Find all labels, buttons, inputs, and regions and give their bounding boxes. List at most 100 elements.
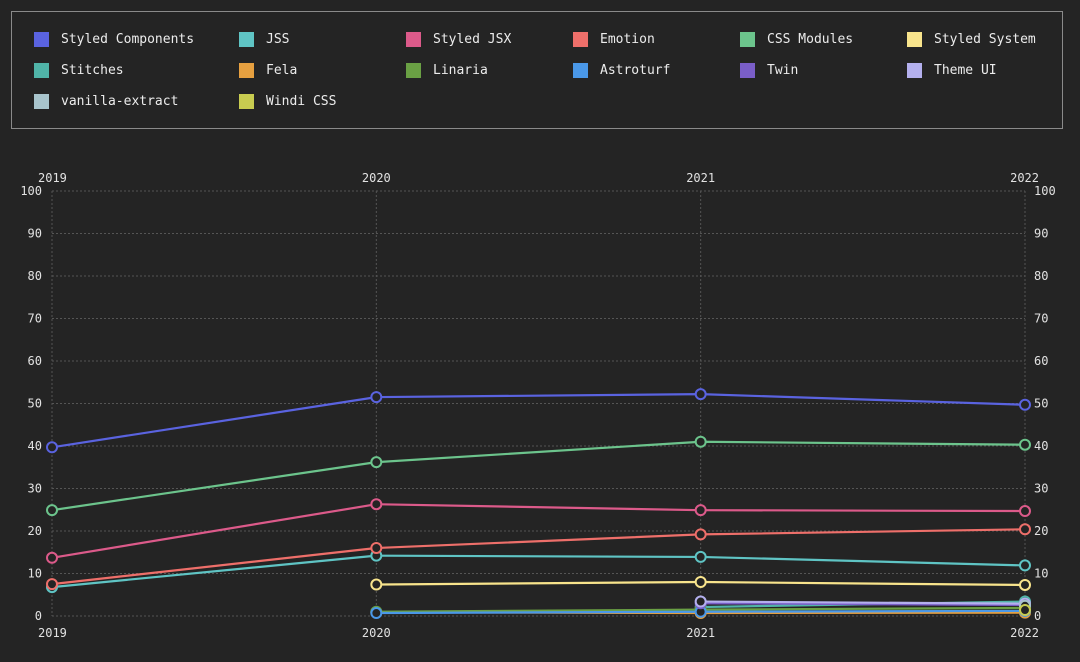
chart-legend: Styled Components JSS Styled JSX Emotion…	[11, 11, 1063, 129]
grid	[51, 190, 1026, 617]
x-tick-label-top: 2021	[686, 171, 715, 185]
y-tick-label-left: 50	[28, 397, 42, 411]
legend-item-stitches[interactable]: Stitches	[34, 61, 124, 79]
legend-swatch	[573, 62, 588, 78]
legend-swatch	[740, 31, 755, 47]
legend-swatch	[34, 62, 49, 78]
data-point	[694, 504, 707, 517]
data-point	[46, 578, 58, 591]
data-point	[370, 607, 383, 620]
data-point	[1019, 438, 1031, 451]
y-tick-label-left: 0	[35, 609, 42, 623]
legend-item-styled-components[interactable]: Styled Components	[34, 30, 194, 48]
data-point	[1019, 398, 1031, 411]
data-point	[1019, 523, 1031, 536]
legend-item-astroturf[interactable]: Astroturf	[573, 61, 670, 79]
legend-label: Linaria	[433, 62, 488, 78]
y-tick-label-left: 100	[20, 184, 42, 198]
legend-swatch	[907, 31, 922, 47]
legend-label: Windi CSS	[266, 93, 337, 109]
data-point	[1019, 559, 1031, 572]
y-tick-label-left: 90	[28, 227, 42, 241]
series-line	[51, 440, 1026, 512]
y-tick-label-left: 70	[28, 312, 42, 326]
legend-label: CSS Modules	[767, 31, 854, 47]
y-tick-label-left: 30	[28, 482, 42, 496]
legend-swatch	[239, 31, 254, 47]
data-point	[694, 435, 707, 448]
legend-item-fela[interactable]: Fela	[239, 61, 297, 79]
data-point	[694, 576, 707, 588]
series-line	[51, 393, 1026, 449]
y-tick-label-left: 10	[28, 567, 42, 581]
legend-swatch	[740, 62, 755, 78]
legend-label: JSS	[266, 31, 290, 47]
legend-swatch	[573, 31, 588, 47]
y-tick-label-left: 20	[28, 524, 42, 538]
data-point	[694, 388, 707, 401]
x-tick-label-top: 2019	[38, 171, 67, 185]
legend-label: Fela	[266, 62, 298, 78]
series-line	[51, 554, 1026, 589]
data-point	[694, 550, 707, 563]
y-tick-label-right: 10	[1034, 567, 1048, 581]
y-tick-label-left: 40	[28, 439, 42, 453]
legend-item-windi-css[interactable]: Windi CSS	[239, 92, 336, 110]
legend-item-styled-jsx[interactable]: Styled JSX	[406, 30, 511, 48]
data-point	[46, 551, 58, 564]
legend-swatch	[406, 31, 421, 47]
legend-label: Styled JSX	[433, 31, 512, 47]
legend-item-emotion[interactable]: Emotion	[573, 30, 655, 48]
data-point	[46, 504, 58, 517]
data-point	[370, 578, 383, 591]
y-tick-label-right: 100	[1034, 184, 1056, 198]
legend-item-linaria[interactable]: Linaria	[406, 61, 488, 79]
data-point	[370, 498, 383, 511]
y-tick-label-right: 60	[1034, 354, 1048, 368]
y-tick-label-right: 50	[1034, 397, 1048, 411]
y-tick-label-right: 80	[1034, 269, 1048, 283]
x-tick-label-bottom: 2020	[362, 626, 391, 640]
legend-item-jss[interactable]: JSS	[239, 30, 289, 48]
data-point	[694, 595, 707, 608]
legend-label: Styled Components	[61, 31, 195, 47]
y-tick-label-right: 90	[1034, 227, 1048, 241]
data-point	[370, 542, 383, 554]
legend-swatch	[406, 62, 421, 78]
legend-item-vanilla-extract[interactable]: vanilla-extract	[34, 92, 178, 110]
y-tick-label-left: 80	[28, 269, 42, 283]
x-tick-label-bottom: 2021	[686, 626, 715, 640]
legend-label: Styled System	[934, 31, 1036, 47]
x-tick-label-top: 2022	[1010, 171, 1039, 185]
legend-item-twin[interactable]: Twin	[740, 61, 798, 79]
legend-swatch	[34, 93, 49, 109]
data-point	[694, 528, 707, 541]
legend-label: Emotion	[600, 31, 655, 47]
y-tick-label-right: 20	[1034, 524, 1048, 538]
x-tick-label-bottom: 2019	[38, 626, 67, 640]
data-point	[370, 456, 383, 469]
y-tick-label-left: 60	[28, 354, 42, 368]
data-point	[1019, 578, 1031, 591]
y-tick-label-right: 30	[1034, 482, 1048, 496]
data-point	[1019, 604, 1031, 617]
series-points	[46, 388, 1031, 620]
legend-item-styled-system[interactable]: Styled System	[907, 30, 1036, 48]
legend-item-theme-ui[interactable]: Theme UI	[907, 61, 997, 79]
x-tick-label-bottom: 2022	[1010, 626, 1039, 640]
y-tick-label-right: 70	[1034, 312, 1048, 326]
legend-swatch	[239, 93, 254, 109]
legend-label: Astroturf	[600, 62, 671, 78]
legend-label: Twin	[767, 62, 799, 78]
data-point	[46, 441, 58, 454]
series-line	[700, 602, 1026, 607]
legend-label: vanilla-extract	[61, 93, 179, 109]
legend-item-css-modules[interactable]: CSS Modules	[740, 30, 853, 48]
data-point	[370, 391, 383, 404]
legend-label: Stitches	[61, 62, 124, 78]
x-tick-label-top: 2020	[362, 171, 391, 185]
legend-swatch	[907, 62, 922, 78]
legend-label: Theme UI	[934, 62, 997, 78]
